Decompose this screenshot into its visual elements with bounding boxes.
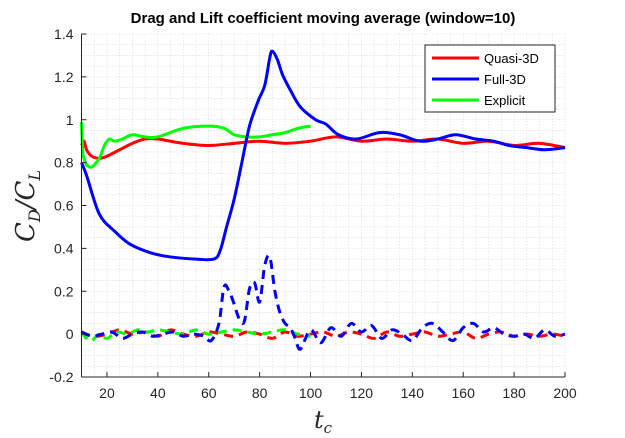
- legend-label-quasi-3d: Quasi-3D: [484, 51, 539, 66]
- y-axis-label: CD/CL: [11, 170, 44, 242]
- x-tick-label: 120: [350, 385, 374, 401]
- x-tick-label: 40: [150, 385, 166, 401]
- legend: Quasi-3D Full-3D Explicit: [424, 44, 556, 113]
- y-tick-label: 0.4: [54, 240, 74, 256]
- series-explicit-cl: [80, 328, 311, 343]
- y-tick-label: 1: [66, 112, 74, 128]
- x-tick-label: 180: [502, 385, 526, 401]
- x-tick-label: 80: [252, 385, 268, 401]
- y-tick-label: 0.8: [54, 155, 74, 171]
- x-tick-label: 60: [201, 385, 217, 401]
- y-tick-label: 0.2: [54, 283, 74, 299]
- y-tick-label: -0.2: [49, 369, 73, 385]
- x-ticks: 20 40 60 80 100 120 140 160 180 200: [99, 372, 577, 401]
- series-full-3d-cd: [80, 49, 566, 262]
- x-tick-label: 160: [452, 385, 476, 401]
- y-tick-label: 0.6: [54, 198, 74, 214]
- data-lines: [80, 49, 566, 351]
- series-quasi-3d-cl: [80, 328, 566, 340]
- x-tick-label: 200: [553, 385, 577, 401]
- y-tick-label: 1.4: [54, 26, 74, 42]
- y-ticks: -0.2 0 0.2 0.4 0.6 0.8 1 1.2 1.4: [49, 26, 87, 385]
- x-axis-label: tc: [314, 406, 333, 437]
- chart-title: Drag and Lift coefficient moving average…: [131, 10, 516, 27]
- y-tick-label: 1.2: [54, 69, 74, 85]
- y-tick-label: 0: [66, 326, 74, 342]
- x-tick-label: 140: [401, 385, 425, 401]
- x-tick-label: 20: [99, 385, 115, 401]
- grid: [81, 33, 566, 378]
- x-tick-label: 100: [299, 385, 323, 401]
- series-explicit-cd: [80, 121, 311, 169]
- legend-label-full-3d: Full-3D: [484, 72, 526, 87]
- legend-label-explicit: Explicit: [484, 93, 526, 108]
